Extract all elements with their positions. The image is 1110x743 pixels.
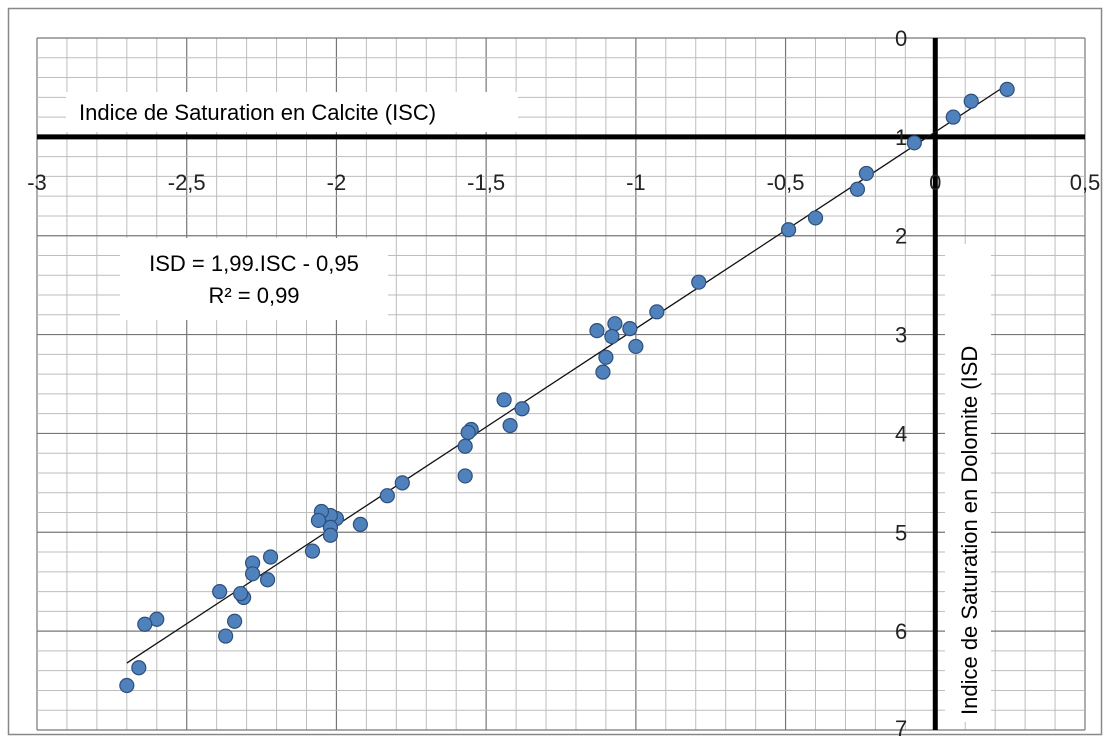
r-squared-label: R² = 0,99 — [208, 283, 299, 308]
data-point — [131, 660, 147, 676]
data-point — [589, 323, 605, 339]
data-point — [999, 81, 1015, 98]
equation-box — [120, 238, 388, 320]
data-point — [304, 543, 321, 559]
data-point — [595, 364, 611, 380]
data-point — [514, 401, 530, 417]
x-tick-label: -1,5 — [467, 170, 505, 195]
data-point — [352, 516, 368, 532]
data-point — [457, 438, 473, 454]
data-point — [259, 572, 276, 588]
data-point — [945, 109, 961, 125]
x-tick-label: -0,5 — [767, 170, 805, 195]
regression-equation: ISD = 1,99.ISC - 0,95 — [149, 251, 359, 276]
data-point — [691, 274, 707, 290]
data-point — [394, 475, 410, 491]
data-point — [849, 181, 866, 197]
data-point — [807, 210, 824, 226]
data-point — [496, 392, 512, 408]
data-point — [322, 527, 339, 543]
x-axis-title: Indice de Saturation en Calcite (ISC) — [79, 100, 436, 125]
y-tick-label: 4 — [895, 421, 907, 446]
x-tick-label: -3 — [27, 170, 47, 195]
data-point — [212, 583, 228, 600]
data-point — [310, 512, 327, 529]
y-axis-title-box — [945, 244, 991, 722]
y-tick-label: 5 — [895, 520, 907, 545]
data-point — [906, 135, 922, 151]
x-tick-label: 0 — [929, 170, 941, 195]
data-point — [460, 424, 476, 441]
data-point — [604, 328, 620, 345]
data-point — [628, 338, 644, 355]
data-point — [218, 628, 234, 644]
data-point — [457, 468, 473, 484]
data-point — [502, 417, 518, 434]
y-axis-title: Indice de Saturation en Dolomite (ISD — [957, 346, 982, 715]
data-point — [780, 222, 797, 238]
data-point — [598, 349, 614, 365]
x-tick-label: 0,5 — [1070, 170, 1101, 195]
x-tick-label: -2 — [327, 170, 347, 195]
data-point — [607, 316, 623, 332]
data-point — [379, 488, 395, 504]
y-tick-label: 0 — [895, 26, 907, 51]
data-point — [649, 304, 665, 320]
data-point — [233, 585, 249, 602]
data-point — [622, 321, 638, 337]
data-point — [858, 165, 875, 182]
data-point — [244, 566, 261, 582]
y-tick-label: 1 — [895, 125, 907, 150]
y-tick-label: 3 — [895, 323, 907, 348]
x-tick-label: -1 — [626, 170, 646, 195]
y-tick-label: 6 — [895, 619, 907, 644]
data-point — [963, 93, 979, 109]
data-point — [227, 613, 243, 629]
y-tick-label: 7 — [895, 716, 907, 741]
data-point — [262, 549, 279, 565]
x-tick-label: -2,5 — [168, 170, 206, 195]
data-point — [137, 616, 153, 632]
data-point — [119, 677, 135, 694]
y-tick-label: 2 — [895, 224, 907, 249]
x-axis-title-box — [66, 92, 518, 132]
